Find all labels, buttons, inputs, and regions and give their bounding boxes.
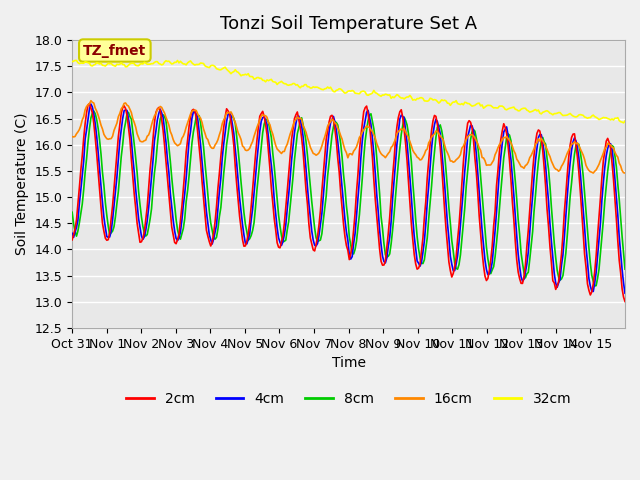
Y-axis label: Soil Temperature (C): Soil Temperature (C) (15, 113, 29, 255)
Legend: 2cm, 4cm, 8cm, 16cm, 32cm: 2cm, 4cm, 8cm, 16cm, 32cm (120, 387, 577, 412)
Title: Tonzi Soil Temperature Set A: Tonzi Soil Temperature Set A (220, 15, 477, 33)
Text: TZ_fmet: TZ_fmet (83, 44, 147, 58)
X-axis label: Time: Time (332, 356, 365, 370)
